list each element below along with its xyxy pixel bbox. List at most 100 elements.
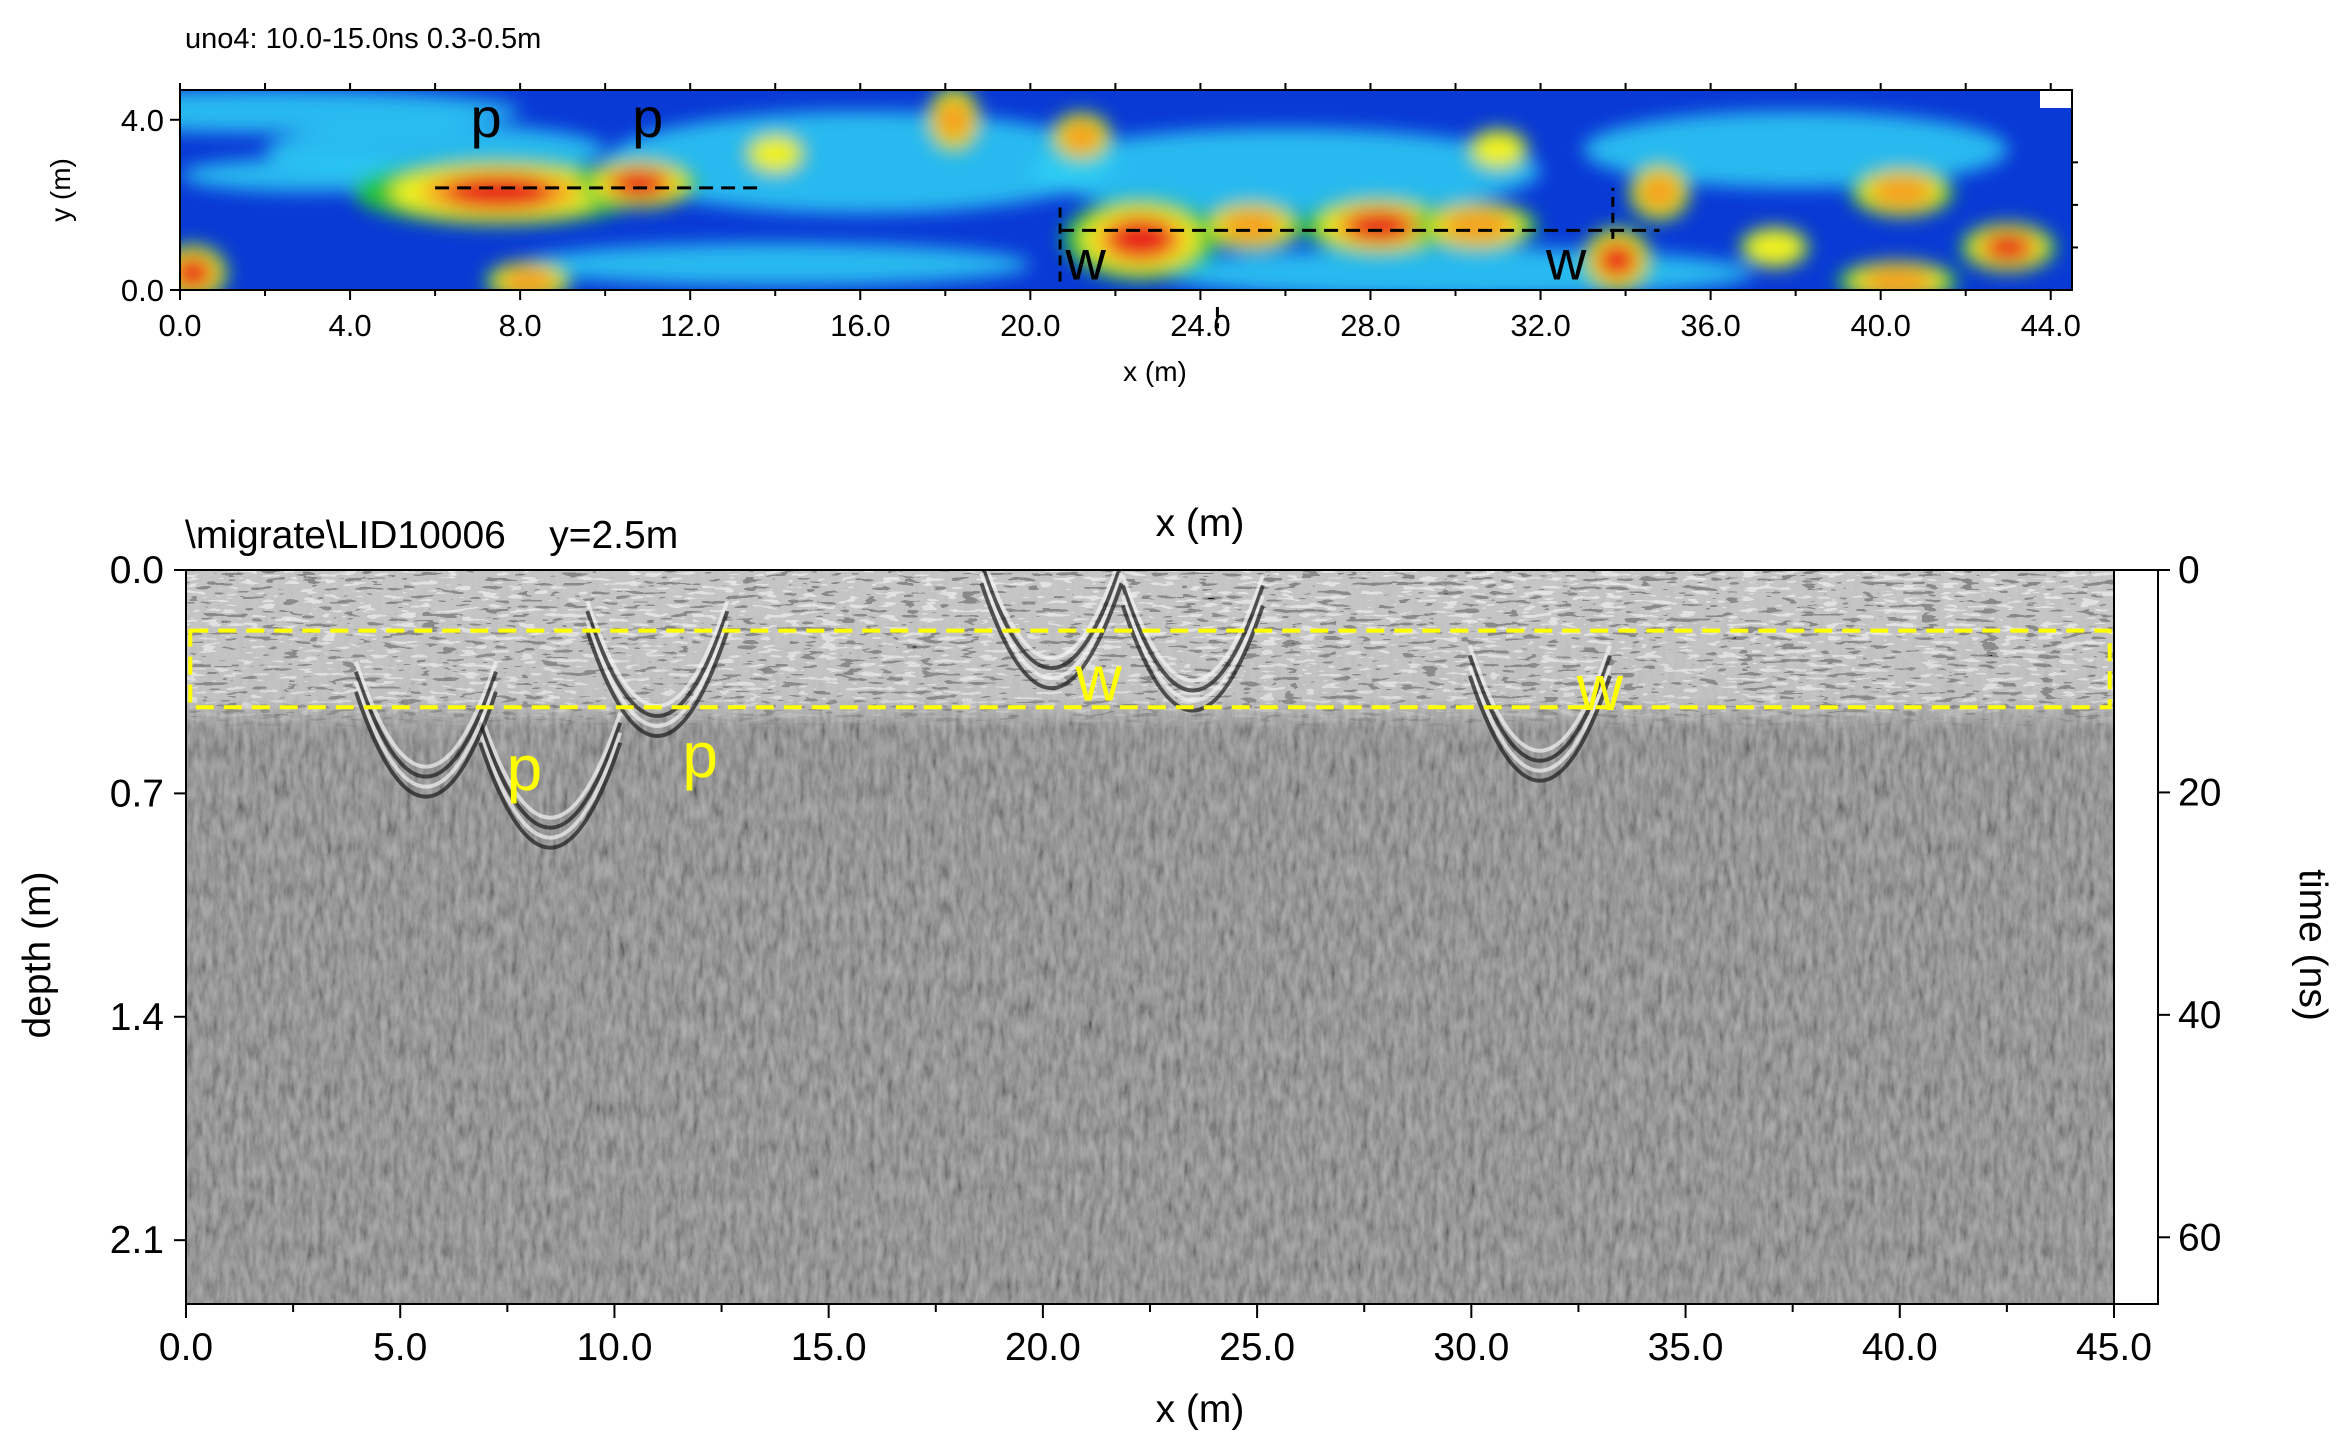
radar-annotation-w: w — [1576, 652, 1624, 724]
radar-hyperbola — [985, 570, 1118, 660]
map-cyan-region — [520, 243, 1031, 286]
radar-depth-tick-label: 1.4 — [110, 996, 164, 1039]
map-hot-spot — [1638, 173, 1681, 211]
radar-x-tick-label: 20.0 — [1005, 1326, 1081, 1369]
map-frame — [179, 89, 2073, 291]
radar-hyperbola — [1467, 655, 1612, 763]
radar-x-tick-label: 40.0 — [1862, 1326, 1938, 1369]
radar-hyperbola — [1120, 604, 1265, 713]
radar-right-white-band — [2113, 569, 2159, 1305]
map-x-tick-label: 28.0 — [1340, 308, 1400, 343]
radar-time-tick-label: 60 — [2178, 1216, 2221, 1259]
radar-top-axis-label: x (m) — [1156, 502, 1245, 545]
radar-hyperbola — [354, 671, 498, 779]
radar-x-tick-label: 35.0 — [1648, 1326, 1724, 1369]
radar-hyperbola — [354, 661, 498, 769]
radar-annotation-w: w — [1074, 643, 1122, 715]
radar-depth-axis-label: depth (m) — [16, 872, 59, 1039]
radar-x-tick-label: 15.0 — [791, 1326, 867, 1369]
map-hot-spot — [1985, 234, 2031, 261]
radar-hyperbola — [1467, 675, 1612, 783]
map-y-tick-label: 4.0 — [121, 103, 164, 138]
radar-hyperbola — [478, 722, 623, 830]
radar-hyperbola — [478, 742, 623, 850]
radar-x-tick-label: 25.0 — [1219, 1326, 1295, 1369]
map-hot-spot — [1862, 267, 1934, 290]
map-top-ticks — [179, 83, 2052, 90]
map-hot-spot — [612, 170, 666, 198]
radar-depth-tick-label: 0.7 — [110, 772, 164, 815]
radar-annotations: p p w w — [507, 643, 1624, 804]
map-annotation-w: w — [1545, 228, 1587, 291]
radar-hyperbola — [478, 732, 623, 840]
radar-x-tick-label: 5.0 — [373, 1326, 427, 1369]
radar-depth-axis: 0.0 0.7 1.4 2.1 — [110, 549, 186, 1262]
radar-hyperbola — [1120, 584, 1265, 693]
map-y-axis: 0.0 4.0 — [121, 103, 2078, 308]
map-hot-spot — [1220, 209, 1283, 243]
radar-highlight-box — [188, 628, 2112, 710]
map-x-tick-label: 40.0 — [1851, 308, 1911, 343]
map-y-axis-label: y (m) — [45, 158, 76, 222]
map-nodata-strip — [2040, 90, 2072, 108]
radar-hyperbola — [354, 681, 498, 789]
map-hot-spot — [1870, 175, 1934, 209]
plan-view-map: uno4: 10.0-15.0ns 0.3-0.5m p p w w 0.0 4.0 8.… — [45, 23, 2081, 387]
map-hot-spot — [749, 136, 801, 172]
map-x-tick-label: 8.0 — [499, 308, 542, 343]
radar-hyperbola — [585, 620, 730, 728]
radar-x-axis: 0.0 5.0 10.0 15.0 20.0 25.0 30.0 35.0 40.0 45.0 — [159, 1304, 2152, 1369]
map-x-axis: 0.0 4.0 8.0 12.0 16.0 20.0 24.0 28.0 32.0 36.0 40.… — [158, 290, 2081, 343]
radar-x-tick-label: 0.0 — [159, 1326, 213, 1369]
radar-x-tick-label: 45.0 — [2076, 1326, 2152, 1369]
map-hot-spot — [1441, 209, 1513, 243]
map-cyan-region — [180, 90, 521, 133]
radar-time-axis: 0 20 40 60 — [2158, 549, 2221, 1259]
radar-x-tick-label: 10.0 — [576, 1326, 652, 1369]
map-marker-ticks — [1058, 187, 1615, 329]
map-x-tick-label: 24.0 — [1170, 308, 1230, 343]
map-hot-spot — [445, 175, 553, 209]
map-hot-spot — [180, 258, 211, 288]
map-hot-spot — [1472, 132, 1524, 167]
radar-hyperbola — [1467, 645, 1612, 753]
radar-time-tick-label: 20 — [2178, 771, 2221, 814]
radar-hyperbola — [478, 712, 623, 820]
map-x-tick-label: 4.0 — [329, 308, 372, 343]
radar-x-axis-label: x (m) — [1156, 1388, 1245, 1431]
map-x-tick-label: 16.0 — [830, 308, 890, 343]
map-x-tick-label: 44.0 — [2021, 308, 2081, 343]
map-cyan-region — [1030, 128, 1541, 214]
radar-hyperbola — [1120, 574, 1265, 683]
radar-title: \migrate\LID10006 y=2.5m — [185, 514, 678, 557]
gpr-radargram: \migrate\LID10006 y=2.5m x (m) p p w w 0.0 5… — [16, 502, 2334, 1431]
radar-hyperbola — [979, 572, 1124, 680]
map-x-tick-label: 32.0 — [1510, 308, 1570, 343]
map-hot-spot — [1109, 220, 1173, 258]
radar-annotation-p: p — [507, 732, 543, 804]
radar-time-tick-label: 40 — [2178, 994, 2221, 1037]
map-annotations: p p w w — [471, 86, 1587, 292]
map-x-tick-label: 36.0 — [1680, 308, 1740, 343]
map-hot-spot — [1746, 230, 1803, 265]
map-hot-spot — [935, 99, 973, 141]
radar-time-tick-label: 0 — [2178, 549, 2200, 592]
map-hot-spot — [501, 267, 556, 290]
map-annotation-w: w — [1064, 228, 1106, 291]
map-y-tick-label: 0.0 — [121, 273, 164, 308]
radar-hyperbola — [1467, 665, 1612, 773]
radar-annotation-p: p — [682, 719, 718, 791]
radar-hyperbola — [1120, 594, 1265, 703]
map-hot-spot — [1347, 211, 1411, 241]
map-x-tick-label: 12.0 — [660, 308, 720, 343]
radar-depth-tick-label: 0.0 — [110, 549, 164, 592]
radar-hyperbola — [585, 610, 730, 718]
radar-hyperbola — [981, 570, 1122, 670]
radar-x-tick-label: 30.0 — [1433, 1326, 1509, 1369]
radar-dashed-box — [188, 628, 2112, 710]
map-x-tick-label: 20.0 — [1000, 308, 1060, 343]
map-x-tick-label: 0.0 — [158, 308, 201, 343]
radar-depth-tick-label: 2.1 — [110, 1219, 164, 1262]
map-hot-spot — [1060, 120, 1102, 154]
